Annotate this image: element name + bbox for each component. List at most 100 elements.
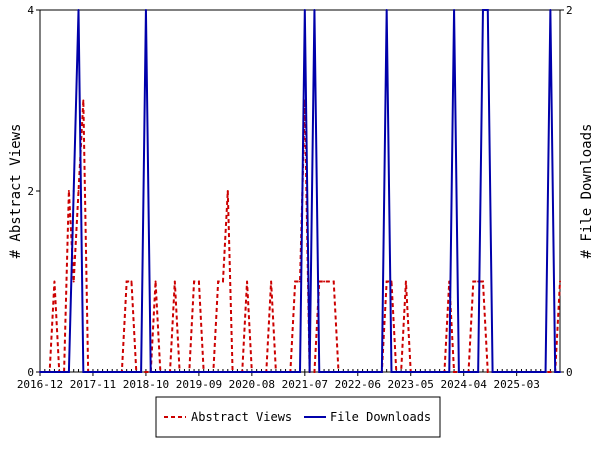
point-file-downloads — [111, 371, 114, 373]
point-file-downloads — [289, 371, 292, 373]
point-file-downloads — [506, 371, 509, 373]
point-abstract-views — [559, 280, 561, 283]
point-file-downloads — [496, 371, 499, 373]
point-file-downloads — [173, 371, 176, 373]
x-tick-label: 2017-11 — [70, 378, 116, 391]
point-file-downloads — [164, 371, 167, 373]
point-file-downloads — [467, 371, 470, 373]
point-abstract-views — [453, 371, 456, 373]
point-file-downloads — [96, 371, 99, 373]
legend-label-file-downloads: File Downloads — [330, 410, 431, 424]
x-tick-label: 2025-03 — [493, 378, 539, 391]
point-file-downloads — [207, 371, 210, 373]
point-file-downloads — [116, 371, 119, 373]
right-axis-title: # File Downloads — [579, 124, 595, 259]
point-file-downloads — [327, 371, 330, 373]
point-file-downloads — [135, 371, 138, 373]
point-abstract-views — [72, 280, 75, 283]
point-abstract-views — [313, 371, 316, 373]
left-axis-title: # Abstract Views — [8, 124, 24, 259]
legend-label-abstract-views: Abstract Views — [191, 410, 292, 424]
series-layer — [39, 9, 561, 373]
point-abstract-views — [217, 280, 220, 283]
point-file-downloads — [226, 371, 229, 373]
point-abstract-views — [332, 280, 335, 283]
point-file-downloads — [87, 371, 90, 373]
point-file-downloads — [39, 371, 41, 373]
point-file-downloads — [246, 371, 249, 373]
point-file-downloads — [250, 371, 253, 373]
point-file-downloads — [380, 371, 383, 373]
point-abstract-views — [385, 280, 388, 283]
point-file-downloads — [429, 371, 431, 373]
point-file-downloads — [274, 371, 277, 373]
point-file-downloads — [385, 9, 388, 11]
point-abstract-views — [549, 371, 552, 373]
point-file-downloads — [395, 371, 398, 373]
point-abstract-views — [323, 280, 326, 283]
x-tick-label: 2023-05 — [388, 378, 434, 391]
point-file-downloads — [453, 9, 456, 11]
point-file-downloads — [178, 371, 181, 373]
point-file-downloads — [462, 371, 465, 373]
point-file-downloads — [149, 371, 152, 373]
point-file-downloads — [308, 371, 311, 373]
point-file-downloads — [337, 371, 340, 373]
x-tick-label: 2024-04 — [441, 378, 488, 391]
point-file-downloads — [77, 9, 80, 11]
right-y-axis: 02 — [560, 4, 573, 379]
point-file-downloads — [72, 190, 75, 192]
point-file-downloads — [424, 371, 427, 373]
point-abstract-views — [486, 371, 489, 373]
point-abstract-views — [327, 280, 330, 283]
point-file-downloads — [294, 371, 297, 373]
left-tick-label: 0 — [27, 366, 34, 379]
point-file-downloads — [299, 371, 301, 373]
point-abstract-views — [173, 280, 176, 283]
x-axis: 2016-12 2017-11 2018-10 2019-09 2020-08 2021-… — [17, 369, 561, 391]
point-file-downloads — [486, 9, 489, 11]
point-abstract-views — [197, 280, 200, 283]
point-file-downloads — [409, 371, 412, 373]
x-tick-label: 2020-08 — [229, 378, 275, 391]
legend: Abstract Views File Downloads — [155, 396, 441, 438]
left-tick-label: 2 — [27, 185, 34, 198]
x-tick-label: 2019-09 — [176, 378, 222, 391]
point-file-downloads — [221, 371, 224, 373]
right-tick-label: 0 — [566, 366, 573, 379]
point-file-downloads — [520, 371, 523, 373]
point-file-downloads — [130, 371, 133, 373]
x-tick-label: 2016-12 — [17, 378, 63, 391]
point-file-downloads — [366, 371, 369, 373]
point-abstract-views — [154, 280, 157, 283]
point-file-downloads — [82, 371, 85, 373]
point-file-downloads — [217, 371, 220, 373]
point-file-downloads — [255, 371, 258, 373]
point-file-downloads — [279, 371, 282, 373]
point-file-downloads — [342, 371, 345, 373]
point-abstract-views — [130, 280, 133, 283]
point-file-downloads — [144, 9, 147, 11]
legend-box — [155, 396, 441, 438]
point-file-downloads — [530, 371, 533, 373]
point-file-downloads — [323, 371, 326, 373]
point-abstract-views — [77, 190, 80, 192]
point-file-downloads — [154, 371, 157, 373]
point-file-downloads — [376, 371, 379, 373]
point-abstract-views — [294, 280, 297, 283]
point-file-downloads — [197, 371, 200, 373]
left-tick-label: 4 — [27, 4, 34, 17]
point-file-downloads — [332, 371, 335, 373]
point-file-downloads — [438, 371, 441, 373]
point-abstract-views — [270, 280, 273, 283]
point-file-downloads — [193, 371, 196, 373]
point-file-downloads — [481, 9, 484, 11]
point-file-downloads — [120, 371, 123, 373]
x-tick-label: 2021-07 — [282, 378, 328, 391]
point-file-downloads — [265, 371, 268, 373]
point-file-downloads — [404, 371, 407, 373]
point-file-downloads — [125, 371, 128, 373]
point-file-downloads — [400, 371, 403, 373]
point-abstract-views — [82, 99, 85, 102]
point-file-downloads — [501, 371, 504, 373]
